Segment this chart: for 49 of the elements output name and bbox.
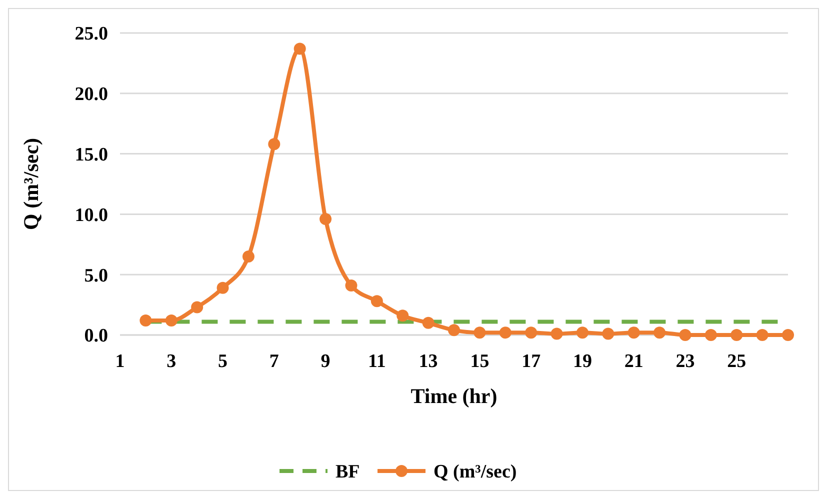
point <box>550 328 563 340</box>
point <box>654 326 666 339</box>
point <box>679 329 692 341</box>
point <box>140 314 152 327</box>
y-tick-label: 0.0 <box>84 326 108 347</box>
legend-label: Q (m³/sec) <box>434 462 517 483</box>
point <box>730 329 743 341</box>
point <box>370 295 383 308</box>
point <box>782 329 794 341</box>
x-tick-label: 13 <box>418 351 438 372</box>
point <box>525 326 538 339</box>
point <box>191 301 204 314</box>
point <box>704 329 717 341</box>
x-tick-label: 25 <box>727 351 746 372</box>
y-tick-label: 20.0 <box>74 84 108 106</box>
x-tick-label: 9 <box>320 351 330 372</box>
x-tick-label: 17 <box>522 351 542 372</box>
point <box>242 250 254 262</box>
point <box>628 326 640 339</box>
legend-label: BF <box>336 462 360 483</box>
y-tick-label: 25.0 <box>74 24 108 45</box>
x-tick-label: 7 <box>269 351 280 372</box>
point <box>216 282 229 294</box>
y-tick-label: 5.0 <box>84 265 108 286</box>
point <box>165 314 178 327</box>
point <box>474 326 486 339</box>
x-tick-label: 19 <box>572 351 592 372</box>
x-tick-label: 15 <box>470 351 490 372</box>
point <box>396 310 409 322</box>
x-tick-label: 21 <box>624 351 644 372</box>
point <box>422 316 434 329</box>
y-axis-title: Q (m³/sec) <box>19 138 43 230</box>
point <box>448 324 460 336</box>
y-tick-label: 15.0 <box>74 144 108 166</box>
y-tick-label: 10.0 <box>74 204 108 226</box>
x-tick-label: 3 <box>166 351 176 372</box>
x-tick-label: 1 <box>115 351 125 372</box>
x-tick-label: 11 <box>368 351 386 372</box>
x-axis-title: Time (hr) <box>410 384 498 408</box>
point <box>576 326 588 339</box>
point <box>602 328 614 340</box>
x-tick-label: 23 <box>676 351 695 372</box>
point <box>345 279 358 292</box>
point <box>499 326 512 339</box>
point <box>268 138 280 150</box>
x-tick-label: 5 <box>218 351 228 372</box>
point <box>320 213 332 226</box>
point <box>756 329 768 341</box>
point <box>294 42 306 55</box>
